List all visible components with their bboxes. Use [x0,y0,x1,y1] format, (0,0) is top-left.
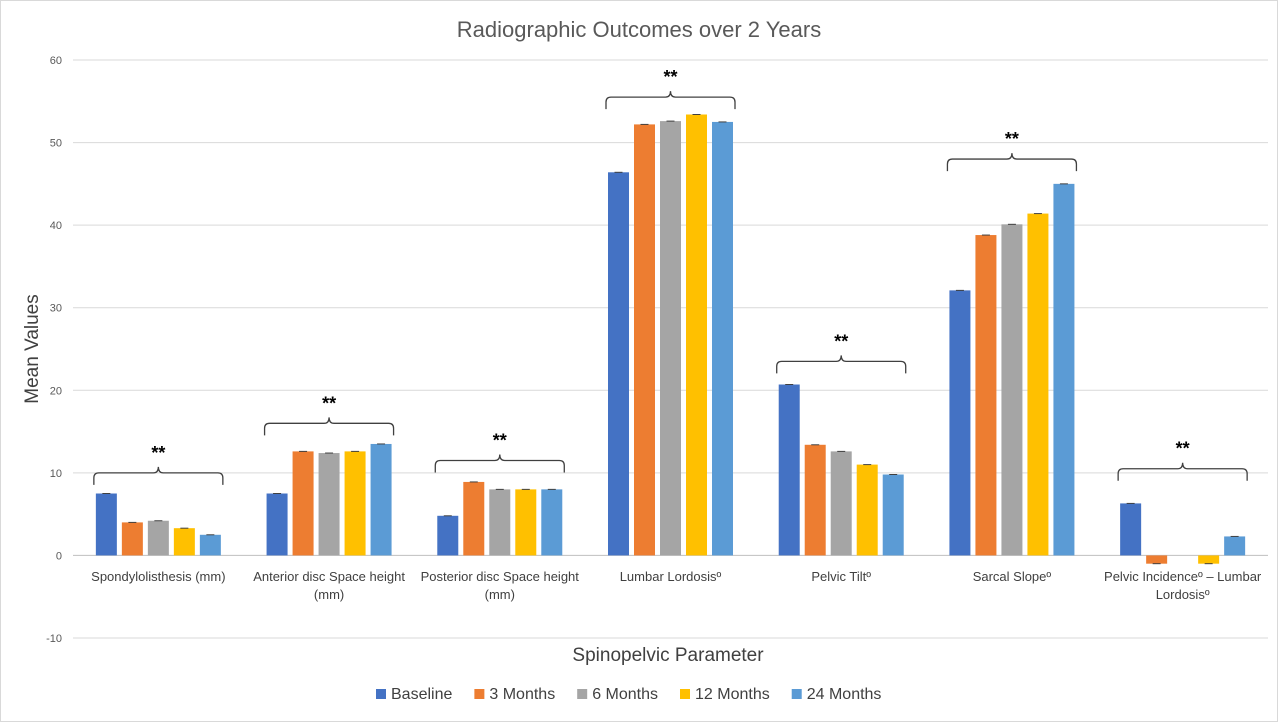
bar [95,493,117,556]
y-tick-label: 10 [50,468,62,480]
category-label: Pelvic Tiltº [811,569,871,584]
legend-label: 12 Months [695,686,770,703]
legend-label: 3 Months [489,686,555,703]
significance-marker: ** [1176,439,1190,459]
category-label: Posterior disc Space height [421,569,580,584]
bar [437,515,459,556]
bar [541,489,563,556]
bar [1027,213,1049,556]
legend-label: 6 Months [592,686,658,703]
significance-bracket [946,153,1078,172]
bar [712,121,733,556]
category-label: Sarcal Slopeº [973,569,1052,584]
bar [1001,224,1023,556]
category-label: Spondylolisthesis (mm) [91,569,225,584]
x-axis-label: Spinopelvic Parameter [572,645,764,666]
category-label: Anterior disc Space height [253,569,405,584]
y-tick-label: 60 [50,55,62,67]
bar [1198,555,1220,564]
bar [1224,536,1246,556]
bar [318,453,340,556]
bar [949,290,971,556]
bar [778,384,800,556]
y-tick-label: 40 [50,220,62,232]
legend-swatch [791,689,802,699]
legend-label: Baseline [391,686,452,703]
significance-bracket [93,466,224,485]
category-label: (mm) [314,587,344,602]
bar [686,114,707,556]
bar [344,451,366,556]
significance-marker: ** [493,430,507,450]
bar [463,481,485,556]
bar [1120,503,1142,556]
bars [95,113,1246,565]
y-tick-label: 20 [50,385,62,397]
bar [370,443,392,556]
category-labels: Spondylolisthesis (mm) Anterior disc Spac… [91,569,1262,602]
bar [830,451,852,556]
category-label: (mm) [485,587,515,602]
legend-swatch [376,689,386,699]
significance-bracket [263,417,395,436]
category-label: Lordosisº [1156,587,1210,602]
significance-marker: ** [1005,129,1019,149]
category-label: Pelvic Incidenceº – Lumbar [1104,569,1262,584]
y-tick-label: 50 [50,138,62,150]
bar [266,493,288,556]
significance-marker: ** [663,67,677,87]
y-tick-label: 0 [56,550,62,562]
bar [804,444,826,556]
bar [634,124,655,556]
bar [608,172,629,556]
bar [975,235,997,556]
bar [882,474,904,556]
bar [660,121,681,556]
bar [1146,555,1168,564]
bar [173,528,195,556]
significance-marker: ** [322,393,336,413]
significance-marker: ** [151,443,165,463]
bar [121,522,143,556]
legend-swatch [577,689,588,699]
bar [199,534,221,556]
legend: Baseline 3 Months 6 Months 12 Months 24 Mont… [376,686,881,703]
bar [515,489,537,556]
significance-bracket [1117,462,1248,481]
bar [292,451,314,556]
bar [856,464,878,556]
significance-bracket [605,91,736,110]
y-tick-label: 30 [50,303,62,315]
significance-brackets: ** ** ** ** ** ** ** [93,67,1248,485]
significance-marker: ** [834,331,848,351]
legend-swatch [680,689,690,699]
bar [489,489,511,556]
y-axis-ticks: -10 0 10 20 30 40 50 60 [46,55,62,645]
bar [147,520,169,556]
y-tick-label: -10 [46,633,62,645]
legend-label: 24 Months [807,686,882,703]
chart-title: Radiographic Outcomes over 2 Years [457,17,821,42]
significance-bracket [434,454,565,473]
bar [1053,183,1075,556]
significance-bracket [776,355,907,374]
y-axis-label: Mean Values [22,294,43,404]
legend-swatch [474,689,485,699]
category-label: Lumbar Lordosisº [620,569,722,584]
